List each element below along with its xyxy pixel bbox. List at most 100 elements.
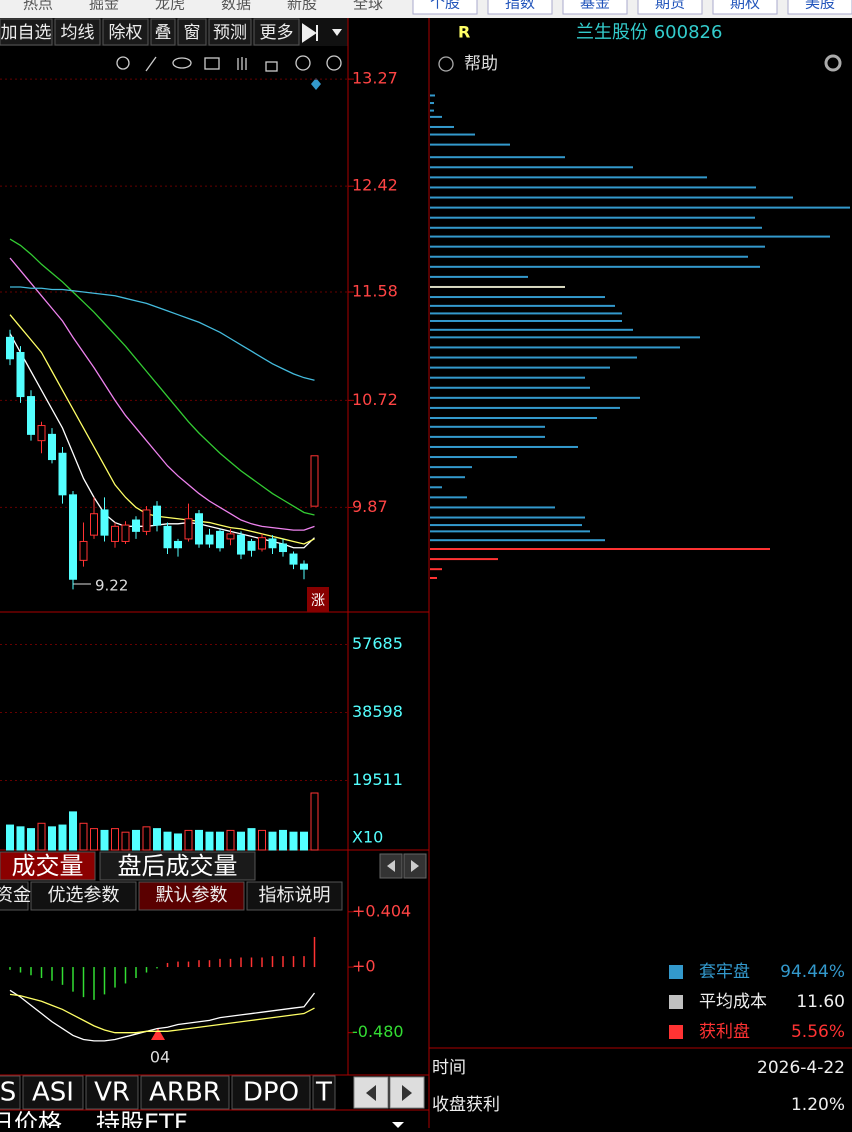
chip-bar — [430, 143, 510, 146]
indicator-tab[interactable] — [0, 881, 29, 911]
nav-button[interactable] — [412, 0, 478, 15]
info-label: 收盘获利 — [432, 1095, 500, 1115]
candle-body — [69, 494, 77, 580]
chart-icons — [116, 54, 842, 72]
volume-bar — [289, 831, 298, 851]
toolbar-label[interactable]: 均线 — [61, 23, 95, 43]
bottom-tab-label[interactable]: T — [315, 1078, 332, 1108]
toolbar-button[interactable] — [177, 18, 207, 46]
toolbar-label[interactable]: 除权 — [109, 23, 143, 43]
nav-item[interactable]: 全球 — [353, 0, 383, 13]
nav-item[interactable]: 新股 — [287, 0, 317, 13]
candle-body — [79, 540, 88, 561]
ma-line — [10, 286, 315, 381]
toolbar-arrow[interactable] — [302, 23, 318, 43]
chip-bar — [430, 516, 585, 519]
toolbar-label[interactable]: 叠 — [155, 23, 172, 43]
nav-item[interactable]: 数据 — [221, 0, 251, 13]
nav-button[interactable] — [487, 0, 553, 15]
nav-button-label[interactable]: 美股 — [805, 0, 835, 12]
y-tick-label: 57685 — [352, 634, 403, 653]
chip-bar — [430, 548, 770, 551]
indicator-tab-label[interactable]: 默认参数 — [156, 885, 228, 906]
indicator-tab-label[interactable]: 资金 — [0, 885, 31, 906]
bottom-tab[interactable] — [0, 1075, 21, 1110]
toolbar-button[interactable] — [0, 18, 53, 46]
bottom-tab[interactable] — [85, 1075, 139, 1110]
volume-tab[interactable] — [0, 851, 96, 881]
volume-bar — [27, 828, 35, 851]
bottom-tab[interactable] — [312, 1075, 336, 1110]
chip-bar — [430, 366, 610, 369]
toolbar-button[interactable] — [253, 18, 300, 46]
bottom-row-item[interactable]: 持股ETF — [96, 1109, 188, 1132]
bottom-tab[interactable] — [22, 1075, 84, 1110]
toolbar-label[interactable]: 窗 — [184, 23, 201, 43]
candle-body — [142, 509, 151, 532]
icon — [265, 61, 278, 72]
toolbar-button[interactable] — [150, 18, 176, 46]
toolbar-button[interactable] — [208, 18, 252, 46]
nav-button[interactable] — [562, 0, 628, 15]
candle-body — [247, 540, 256, 551]
chip-bar — [430, 576, 437, 579]
settings-icon[interactable] — [824, 54, 842, 72]
toolbar-label[interactable]: 加自选 — [1, 23, 52, 43]
help[interactable]: 帮助 — [464, 54, 498, 74]
nav-button[interactable] — [637, 0, 703, 15]
indicator-tab[interactable] — [138, 881, 245, 911]
chip-bar — [430, 245, 765, 248]
legend-swatch — [669, 1025, 683, 1039]
bottom-tab-label[interactable]: S — [0, 1078, 16, 1108]
toolbar-button[interactable] — [102, 18, 149, 46]
indicator-tab[interactable] — [30, 881, 137, 911]
indicator-tab-label[interactable]: 优选参数 — [48, 885, 120, 906]
y-tick-label: 12.42 — [352, 176, 398, 195]
volume-bar — [16, 826, 25, 851]
nav-button-label[interactable]: 基金 — [580, 0, 610, 12]
candle-body — [58, 452, 67, 496]
candle-body — [310, 455, 319, 507]
toolbar-label[interactable]: 更多 — [260, 23, 294, 43]
nav-item[interactable]: 掘金 — [89, 0, 119, 13]
bottom-tab[interactable] — [140, 1075, 230, 1110]
volume-bar — [79, 822, 88, 851]
bottom-tab-label[interactable]: ASI — [32, 1078, 74, 1108]
toolbar-button[interactable] — [54, 18, 101, 46]
candle-body — [48, 433, 56, 461]
toolbar-dropdown[interactable] — [332, 29, 342, 36]
stock-name: 兰生股份 600826 — [576, 22, 722, 43]
chip-bar — [430, 265, 760, 268]
volume-bar — [48, 826, 56, 851]
volume-bar — [247, 828, 256, 851]
indicator-tab[interactable] — [246, 881, 343, 911]
chip-bar — [430, 386, 590, 389]
bottom-tab-label[interactable]: VR — [94, 1078, 130, 1108]
chip-bar — [430, 319, 622, 322]
nav-button[interactable] — [712, 0, 778, 15]
volume-tab[interactable] — [99, 851, 256, 881]
nav-item[interactable]: 热点 — [23, 0, 53, 13]
volume-bar — [6, 824, 14, 851]
nav-button-label[interactable]: 指数 — [505, 0, 535, 12]
indicator-tab-label[interactable]: 指标说明 — [259, 885, 331, 906]
nav-button-label[interactable]: 期货 — [655, 0, 685, 12]
nav-button-label[interactable]: 个股 — [430, 0, 460, 12]
volume-tab-label[interactable]: 盘后成交量 — [118, 852, 238, 880]
toolbar-label[interactable]: 预测 — [213, 23, 247, 43]
chip-bar — [430, 524, 582, 527]
bottom-tab-label[interactable]: DPO — [243, 1078, 299, 1108]
icon — [326, 55, 342, 71]
y-tick-label: +0.404 — [352, 901, 411, 920]
volume-tab-label[interactable]: 成交量 — [12, 852, 84, 880]
marker-diamond — [311, 78, 321, 90]
nav-button-label[interactable]: 期权 — [730, 0, 760, 12]
bottom-tab-label[interactable]: ARBR — [149, 1078, 221, 1108]
bottom-tab[interactable] — [231, 1075, 311, 1110]
volume-bar — [205, 831, 214, 851]
nav-button[interactable] — [787, 0, 852, 15]
legend-name: 套牢盘 — [699, 962, 750, 982]
bottom-row-item[interactable]: 日价格 — [0, 1109, 62, 1132]
nav-item[interactable]: 龙虎 — [155, 0, 185, 13]
legend-value: 5.56% — [791, 1022, 845, 1042]
